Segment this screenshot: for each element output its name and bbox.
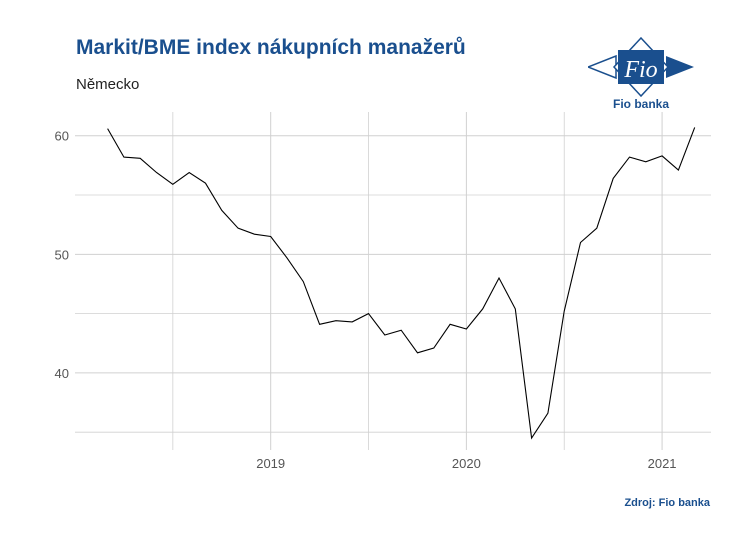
y-tick-label: 50 xyxy=(55,247,69,262)
y-axis-ticks: 40 50 60 xyxy=(55,129,69,381)
x-tick-label: 2019 xyxy=(256,456,285,471)
logo-mark-text: Fio xyxy=(623,57,657,83)
fio-banka-logo: Fio Fio banka xyxy=(585,36,694,114)
source-note: Zdroj: Fio banka xyxy=(624,497,710,509)
y-tick-label: 60 xyxy=(55,129,69,144)
fio-logo-icon: Fio xyxy=(585,36,694,98)
logo-text: Fio banka xyxy=(612,97,669,111)
y-tick-label: 40 xyxy=(55,366,69,381)
grid-major xyxy=(75,112,711,450)
x-tick-label: 2021 xyxy=(648,456,677,471)
grid-minor xyxy=(75,112,711,450)
chart-title: Markit/BME index nákupních manažerů xyxy=(76,36,466,59)
series-line xyxy=(107,127,696,440)
chart-subtitle: Německo xyxy=(76,76,140,93)
x-tick-label: 2020 xyxy=(452,456,481,471)
x-axis-ticks: 2019 2020 2021 xyxy=(256,456,676,471)
